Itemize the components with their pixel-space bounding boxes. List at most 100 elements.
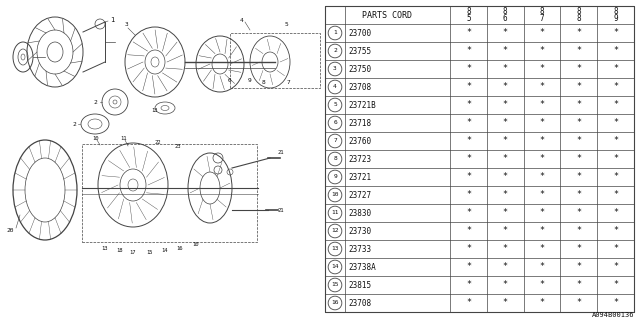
- Text: 11: 11: [120, 135, 127, 140]
- Text: *: *: [576, 28, 581, 37]
- Text: 16: 16: [332, 300, 339, 306]
- Text: *: *: [502, 244, 508, 253]
- Text: 14: 14: [162, 247, 168, 252]
- Text: *: *: [466, 83, 471, 92]
- Text: 12: 12: [332, 228, 339, 234]
- Circle shape: [328, 260, 342, 274]
- Text: 2: 2: [72, 122, 76, 126]
- Text: 23760: 23760: [348, 137, 371, 146]
- Text: *: *: [613, 209, 618, 218]
- Text: *: *: [466, 28, 471, 37]
- Text: 11: 11: [332, 211, 339, 215]
- Text: *: *: [466, 155, 471, 164]
- Text: *: *: [613, 244, 618, 253]
- Text: *: *: [613, 190, 618, 199]
- Text: 8: 8: [333, 156, 337, 162]
- Circle shape: [328, 80, 342, 94]
- Text: 15: 15: [332, 283, 339, 287]
- Circle shape: [328, 62, 342, 76]
- Text: *: *: [502, 155, 508, 164]
- Text: *: *: [540, 28, 545, 37]
- Text: *: *: [466, 100, 471, 109]
- Text: 6: 6: [228, 77, 232, 83]
- Text: 8: 8: [540, 7, 544, 16]
- Text: *: *: [576, 118, 581, 127]
- Text: *: *: [466, 46, 471, 55]
- Text: *: *: [502, 227, 508, 236]
- Circle shape: [328, 224, 342, 238]
- Text: 23708: 23708: [348, 83, 371, 92]
- Text: *: *: [540, 137, 545, 146]
- Text: 6: 6: [503, 14, 508, 23]
- Text: *: *: [576, 244, 581, 253]
- Text: *: *: [502, 46, 508, 55]
- Text: 10: 10: [193, 243, 199, 247]
- Text: 13: 13: [332, 246, 339, 252]
- Text: 14: 14: [332, 265, 339, 269]
- Text: 4: 4: [240, 18, 244, 22]
- Text: 21: 21: [278, 149, 285, 155]
- Text: *: *: [576, 209, 581, 218]
- Text: 8: 8: [577, 7, 581, 16]
- Text: 8: 8: [503, 7, 508, 16]
- Text: 17: 17: [130, 251, 136, 255]
- Text: *: *: [613, 137, 618, 146]
- Text: *: *: [466, 118, 471, 127]
- Text: *: *: [540, 262, 545, 271]
- Text: *: *: [502, 118, 508, 127]
- Text: *: *: [540, 83, 545, 92]
- Text: 2: 2: [333, 49, 337, 53]
- Text: *: *: [613, 299, 618, 308]
- Text: *: *: [466, 172, 471, 181]
- Text: 5: 5: [333, 102, 337, 108]
- Bar: [325, 6, 634, 312]
- Circle shape: [328, 26, 342, 40]
- Text: 23815: 23815: [348, 281, 371, 290]
- Text: 23721B: 23721B: [348, 100, 376, 109]
- Circle shape: [328, 206, 342, 220]
- Text: 23738A: 23738A: [348, 262, 376, 271]
- Text: 7: 7: [333, 139, 337, 143]
- Text: *: *: [576, 137, 581, 146]
- Text: *: *: [613, 65, 618, 74]
- Text: *: *: [576, 262, 581, 271]
- Text: 13: 13: [152, 108, 158, 113]
- Text: *: *: [613, 100, 618, 109]
- Circle shape: [328, 188, 342, 202]
- Text: *: *: [540, 299, 545, 308]
- Text: *: *: [502, 172, 508, 181]
- Text: 23830: 23830: [348, 209, 371, 218]
- Text: *: *: [613, 227, 618, 236]
- Text: *: *: [502, 190, 508, 199]
- Text: *: *: [576, 155, 581, 164]
- Text: *: *: [502, 83, 508, 92]
- Text: *: *: [613, 83, 618, 92]
- Text: *: *: [576, 65, 581, 74]
- Text: 22: 22: [155, 140, 161, 145]
- Text: 23730: 23730: [348, 227, 371, 236]
- Text: *: *: [540, 190, 545, 199]
- Text: *: *: [613, 118, 618, 127]
- Text: *: *: [502, 209, 508, 218]
- Text: *: *: [540, 46, 545, 55]
- Circle shape: [328, 152, 342, 166]
- Text: *: *: [576, 172, 581, 181]
- Text: *: *: [466, 137, 471, 146]
- Text: 7: 7: [287, 79, 291, 84]
- Text: *: *: [613, 28, 618, 37]
- Text: 4: 4: [333, 84, 337, 90]
- Text: *: *: [576, 299, 581, 308]
- Text: *: *: [502, 137, 508, 146]
- Text: *: *: [576, 281, 581, 290]
- Text: *: *: [613, 172, 618, 181]
- Text: *: *: [613, 46, 618, 55]
- Text: 10: 10: [92, 135, 99, 140]
- Text: *: *: [540, 209, 545, 218]
- Text: 8: 8: [613, 7, 618, 16]
- Text: 5: 5: [285, 21, 289, 27]
- Text: 23: 23: [175, 143, 182, 148]
- Circle shape: [328, 278, 342, 292]
- Circle shape: [328, 134, 342, 148]
- Text: 1: 1: [110, 17, 115, 23]
- Text: 8: 8: [577, 14, 581, 23]
